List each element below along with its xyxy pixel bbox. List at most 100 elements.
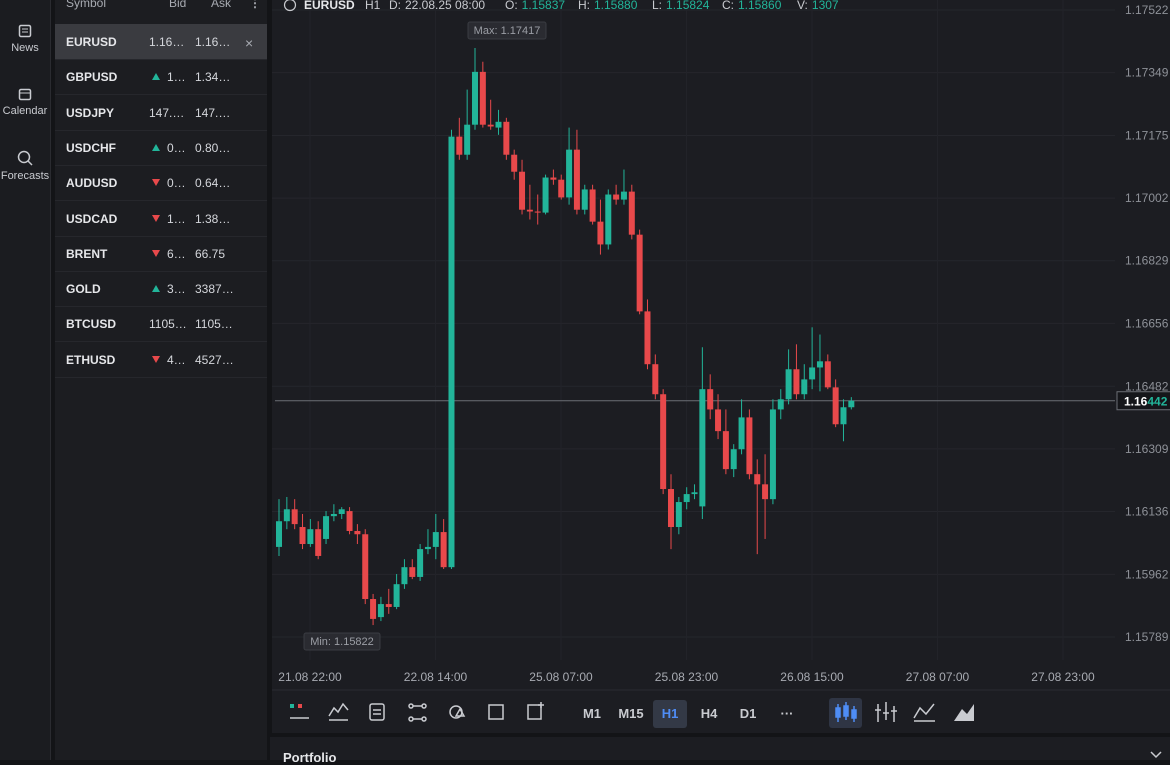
watchlist-row[interactable]: BTCUSD 1105… 1105… <box>55 306 267 343</box>
candle-body <box>409 567 416 577</box>
watchlist-row[interactable]: USDCHF 0… 0.80… <box>55 130 267 166</box>
bid: 3… <box>167 282 186 297</box>
candle-body <box>816 361 823 368</box>
candle-body <box>848 400 855 408</box>
max-label-box <box>467 21 547 40</box>
portfolio-title[interactable]: Portfolio <box>283 750 337 765</box>
nav-calendar[interactable]: Calendar <box>0 87 50 117</box>
bars-type-icon[interactable] <box>875 702 897 722</box>
shapes-icon[interactable] <box>449 705 466 719</box>
trend-down-icon <box>152 214 160 222</box>
candle-body <box>613 194 620 200</box>
candle-body <box>785 369 792 400</box>
candle-body <box>589 189 596 222</box>
candle-body <box>464 124 471 155</box>
symbol: BRENT <box>66 246 108 261</box>
stat-label: V: <box>797 0 808 12</box>
symbol: GOLD <box>66 282 101 297</box>
symbol: USDCAD <box>66 211 118 226</box>
collapse-icon[interactable] <box>1150 751 1162 759</box>
frame-icon[interactable] <box>488 704 504 720</box>
candle-body <box>707 389 714 410</box>
bid: 0… <box>167 140 186 155</box>
y-tick-label: 1.16309 <box>1125 442 1169 456</box>
candle-body <box>526 209 533 212</box>
candle-body <box>456 136 463 155</box>
candle-body <box>840 407 847 425</box>
candle-body <box>440 532 447 568</box>
ask: 1105… <box>195 317 233 332</box>
watchlist-row[interactable]: USDJPY 147.… 147.… <box>55 95 267 131</box>
bid: 1105… <box>149 317 187 332</box>
last-price-box <box>1116 391 1170 411</box>
watchlist: Symbol Bid Ask ⋮ EURUSD 1.16… 1.16… × GBPUSD… <box>55 0 267 760</box>
nav-forecasts[interactable]: Forecasts <box>0 150 50 182</box>
timeframe-button[interactable]: M15 <box>618 706 644 721</box>
candle-body <box>652 364 659 395</box>
candle-body <box>762 484 769 500</box>
column-header[interactable]: Bid <box>169 0 187 10</box>
candle-body <box>738 417 745 450</box>
header-stat: V: 1307 <box>797 0 839 12</box>
candle-body <box>668 489 674 528</box>
stat-value: 1.15880 <box>594 0 638 12</box>
stat-label: C: <box>722 0 734 12</box>
candle-body <box>566 149 573 198</box>
candle-body <box>644 311 651 365</box>
watchlist-row[interactable]: ETHUSD 4… 4527… <box>55 342 267 378</box>
timeframe-button[interactable]: M1 <box>582 706 602 721</box>
min-label-box <box>303 632 381 651</box>
symbol: ETHUSD <box>66 352 116 367</box>
timeframe-button[interactable]: ··· <box>780 706 794 721</box>
studies-icon[interactable] <box>328 702 349 721</box>
candle-body <box>550 177 557 180</box>
stat-label: O: <box>505 0 518 12</box>
column-header[interactable]: Ask <box>211 0 232 10</box>
candle-body <box>393 584 400 607</box>
area-type-icon[interactable] <box>954 704 974 721</box>
menu-dots[interactable]: ⋮ <box>249 0 261 10</box>
ask: 147.… <box>195 105 231 120</box>
ask: 0.64… <box>195 176 231 191</box>
candle-body <box>362 534 369 600</box>
candle-body <box>573 149 580 210</box>
trend-up-icon <box>152 73 160 81</box>
timeframe-button[interactable]: H4 <box>700 706 718 721</box>
x-tick-label: 21.08 22:00 <box>278 670 342 684</box>
trend-up-icon <box>152 143 160 151</box>
stat-value: 22.08.25 08:00 <box>405 0 485 12</box>
watchlist-row[interactable]: EURUSD 1.16… 1.16… × <box>55 24 267 60</box>
watchlist-row[interactable]: GBPUSD 1… 1.34… <box>55 59 267 96</box>
header-timeframe: H1 <box>365 0 381 12</box>
add-chart-icon[interactable] <box>527 702 544 720</box>
trend-down-icon <box>152 249 160 257</box>
candle-body <box>472 71 478 125</box>
candle-body <box>801 379 808 395</box>
x-tick-label: 27.08 23:00 <box>1031 670 1095 684</box>
timeframe-button[interactable]: D1 <box>739 706 757 721</box>
candle-body <box>417 549 424 577</box>
candle-body <box>330 513 337 517</box>
stat-label: H: <box>578 0 590 12</box>
notes-icon[interactable] <box>369 703 385 721</box>
column-header[interactable]: Symbol <box>66 0 107 10</box>
symbol: USDCHF <box>66 140 116 155</box>
line-tool-icon[interactable] <box>408 703 427 722</box>
watchlist-row[interactable]: AUDUSD 0… 0.64… <box>55 165 267 202</box>
watchlist-row[interactable]: GOLD 3… 3387… <box>55 271 267 308</box>
line-type-icon[interactable] <box>913 703 935 722</box>
timeframe-button[interactable]: H1 <box>653 700 687 728</box>
indicators-icon[interactable] <box>290 704 309 719</box>
chart-panel: 1.17522 1.17349 1.17175 1.17002 1.16829 1.166… <box>272 0 1170 733</box>
close-button[interactable]: × <box>245 35 254 51</box>
candle-body <box>487 124 494 127</box>
stat-label: D: <box>389 0 401 12</box>
portfolio-panel: Portfolio <box>270 737 1170 765</box>
watchlist-row[interactable]: BRENT 6… 66.75 <box>55 236 267 272</box>
candles-type-icon[interactable] <box>835 702 857 722</box>
candle-body <box>401 567 408 585</box>
nav-news[interactable]: News <box>0 24 50 54</box>
candle-body <box>385 604 392 607</box>
watchlist-row[interactable]: USDCAD 1… 1.38… <box>55 201 267 237</box>
